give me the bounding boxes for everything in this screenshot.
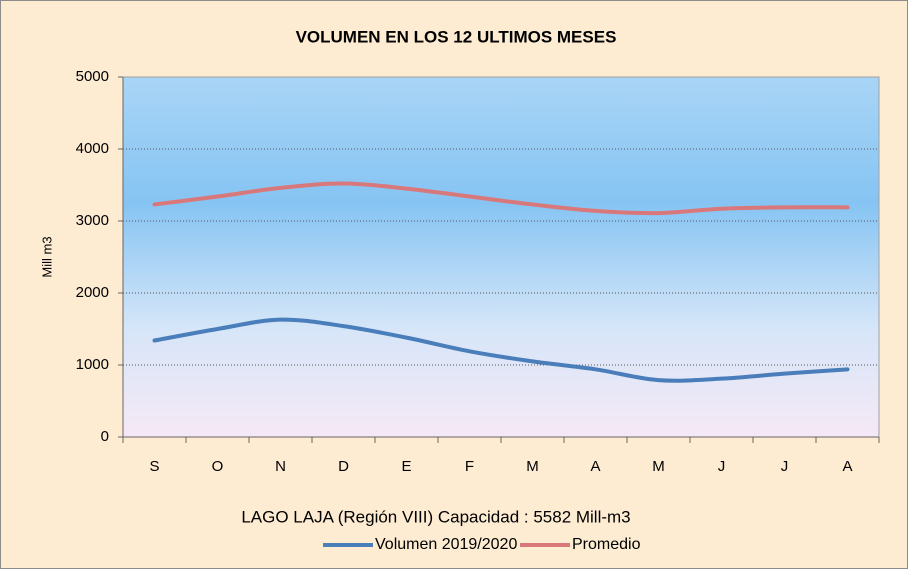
y-tick-label: 5000 xyxy=(76,68,109,85)
legend-label: Promedio xyxy=(572,536,641,553)
x-tick-label: J xyxy=(781,458,789,475)
x-tick-label: F xyxy=(465,458,474,475)
annotation: LAGO LAJA (Región VIII) Capacidad : 5582… xyxy=(241,507,630,526)
y-tick-label: 4000 xyxy=(76,140,109,157)
x-tick-label: J xyxy=(718,458,726,475)
chart-title: VOLUMEN EN LOS 12 ULTIMOS MESES xyxy=(296,27,617,46)
x-tick-label: A xyxy=(842,458,852,475)
line-series xyxy=(152,181,850,216)
x-tick-label: E xyxy=(401,458,411,475)
line-series xyxy=(152,317,850,383)
y-tick-label: 0 xyxy=(101,428,109,445)
x-tick-label: D xyxy=(338,458,349,475)
y-tick-label: 2000 xyxy=(76,284,109,301)
y-tick-label: 1000 xyxy=(76,356,109,373)
y-axis-label: Mill m3 xyxy=(39,236,54,277)
x-tick-label: O xyxy=(212,458,224,475)
x-tick-label: M xyxy=(526,458,539,475)
legend-label: Volumen 2019/2020 xyxy=(375,536,517,553)
x-tick-label: A xyxy=(590,458,600,475)
x-tick-label: M xyxy=(652,458,665,475)
x-tick-label: N xyxy=(275,458,286,475)
y-tick-label: 3000 xyxy=(76,212,109,229)
x-tick-label: S xyxy=(149,458,159,475)
plot-area xyxy=(122,76,880,438)
